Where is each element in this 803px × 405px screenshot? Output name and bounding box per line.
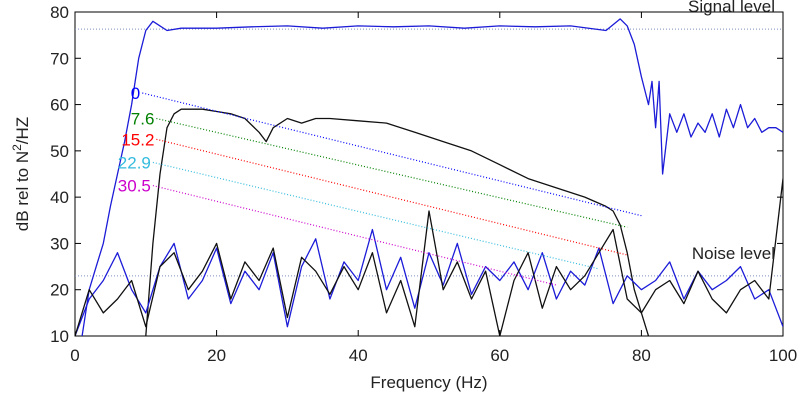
y-label-sup: 2 <box>10 144 24 151</box>
series-label: 7.6 <box>131 109 155 128</box>
y-tick-label: 10 <box>50 327 69 346</box>
series-label: 15.2 <box>121 130 154 149</box>
line-series <box>81 18 783 336</box>
x-tick-label: 100 <box>769 346 797 365</box>
y-tick-label: 30 <box>50 234 69 253</box>
x-tick-label: 80 <box>632 346 651 365</box>
y-label-main: dB rel to N <box>13 151 32 231</box>
series-label: 30.5 <box>118 177 151 196</box>
x-tick-label: 40 <box>349 346 368 365</box>
series-label: 22.9 <box>118 153 151 172</box>
dotted-line <box>152 161 600 270</box>
y-tick-label: 80 <box>50 3 69 22</box>
reference-label: Noise level <box>692 244 775 263</box>
line-series <box>145 108 650 336</box>
y-tick-label: 20 <box>50 281 69 300</box>
plot-area <box>75 18 783 336</box>
y-tick-label: 50 <box>50 142 69 161</box>
plot-frame <box>74 11 784 337</box>
y-tick-label: 60 <box>50 96 69 115</box>
y-tick-label: 70 <box>50 49 69 68</box>
series-label: 0 <box>131 84 140 103</box>
x-tick-label: 0 <box>70 346 79 365</box>
dotted-line <box>152 185 557 286</box>
line-series <box>75 228 783 336</box>
y-label-rest: /HZ <box>13 117 32 144</box>
y-axis-label: dB rel to N2/HZ <box>10 117 32 231</box>
y-tick-label: 40 <box>50 188 69 207</box>
dotted-line <box>156 138 628 256</box>
x-tick-label: 60 <box>490 346 509 365</box>
x-tick-label: 20 <box>207 346 226 365</box>
reference-label: Signal level <box>688 0 775 16</box>
line-series <box>75 178 783 336</box>
x-axis-label: Frequency (Hz) <box>370 373 487 392</box>
dotted-line <box>156 117 628 228</box>
